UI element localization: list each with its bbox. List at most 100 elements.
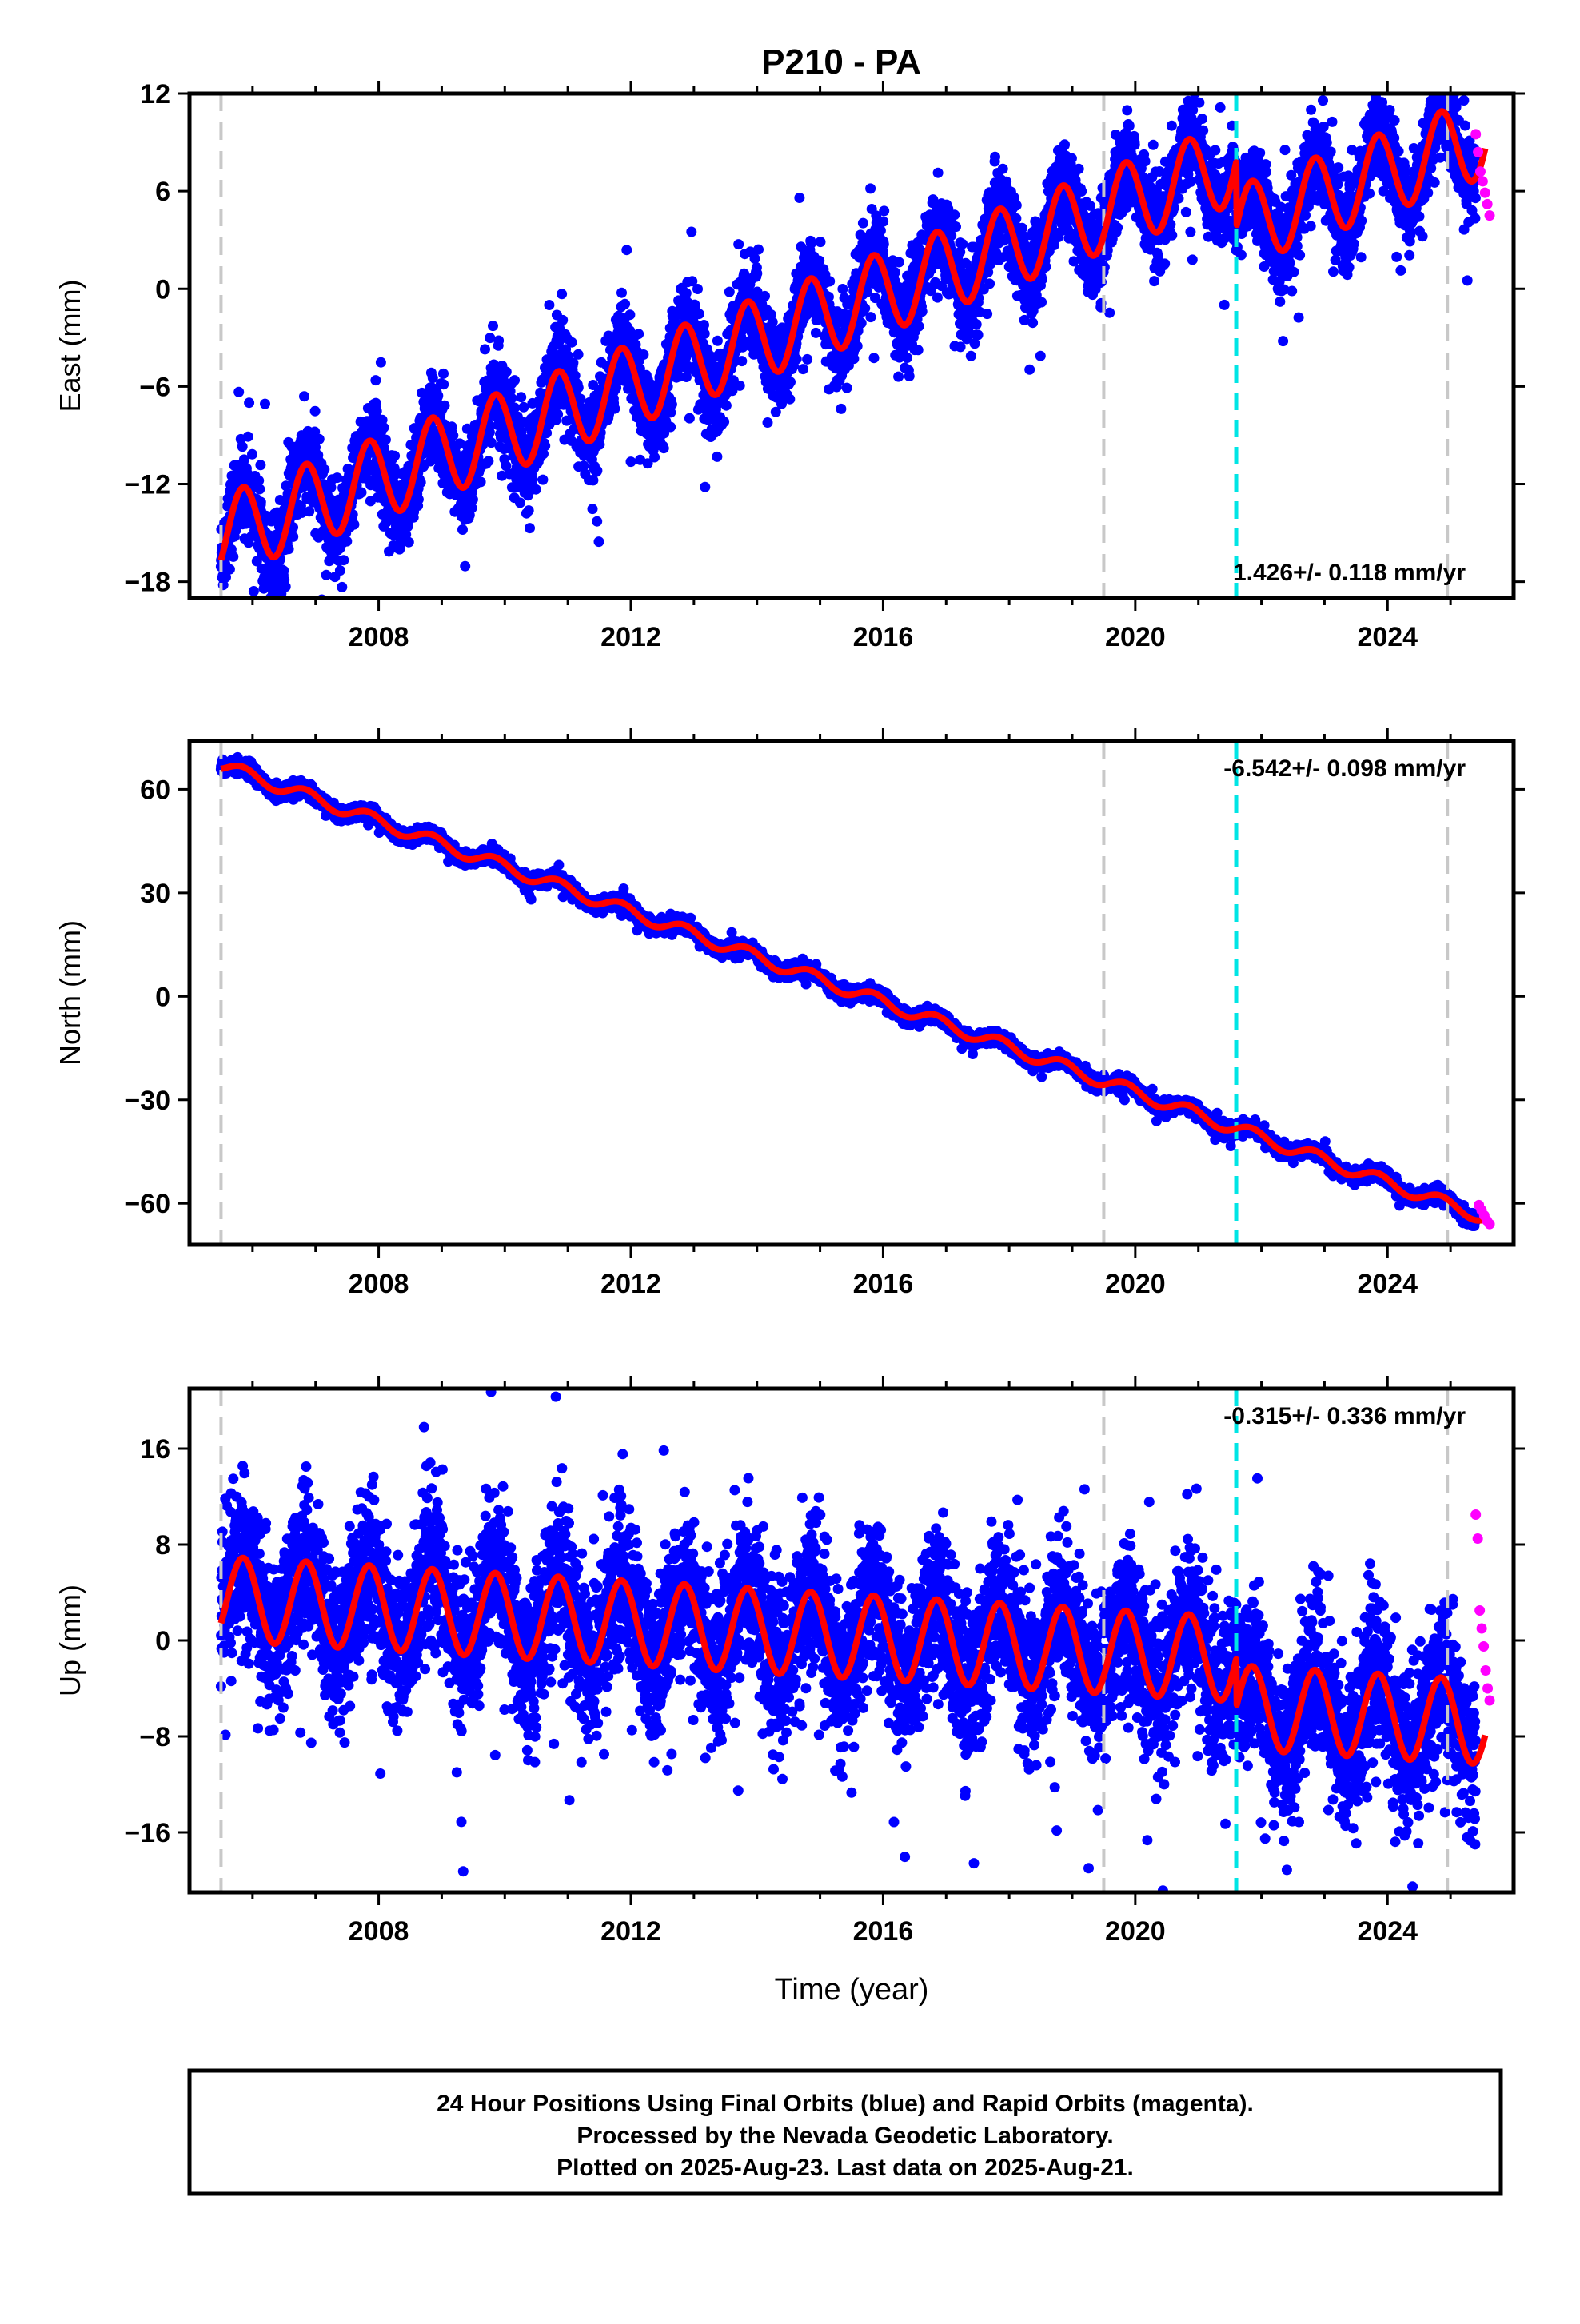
data-point <box>509 402 521 413</box>
data-point <box>337 581 348 592</box>
data-point <box>592 516 603 527</box>
data-point <box>448 430 459 441</box>
data-point <box>523 505 534 516</box>
data-point <box>288 531 299 542</box>
data-point <box>734 380 745 391</box>
data-point <box>712 335 723 346</box>
data-point <box>982 309 993 320</box>
data-point <box>488 321 498 332</box>
data-point <box>438 379 449 390</box>
data-point <box>878 239 889 249</box>
data-point <box>868 353 880 364</box>
data-point <box>517 416 529 427</box>
figure-title: P210 - PA <box>761 42 921 82</box>
data-point <box>378 422 389 433</box>
data-point <box>625 456 636 468</box>
data-point <box>313 433 325 444</box>
data-point <box>841 382 852 393</box>
final-orbit-points-east <box>215 94 1482 642</box>
data-point <box>749 253 760 264</box>
data-point <box>785 377 796 388</box>
data-point <box>438 368 449 379</box>
data-point <box>609 403 620 414</box>
data-point <box>837 284 848 294</box>
data-point <box>815 237 826 248</box>
data-point <box>228 551 239 562</box>
data-point <box>878 216 889 227</box>
data-point <box>501 366 512 377</box>
data-point <box>288 522 298 533</box>
data-point <box>389 450 401 461</box>
data-point <box>509 375 520 386</box>
data-point <box>805 237 816 249</box>
data-point <box>856 317 867 329</box>
data-point <box>724 286 735 297</box>
data-point <box>836 403 847 414</box>
data-point <box>949 209 960 221</box>
data-point <box>957 238 968 249</box>
data-point <box>904 371 915 381</box>
data-point <box>965 350 976 361</box>
data-point <box>334 565 345 576</box>
data-point <box>893 371 904 382</box>
data-point <box>525 523 535 534</box>
data-point <box>540 440 551 452</box>
data-point <box>665 421 676 433</box>
data-point <box>278 565 289 576</box>
data-point <box>356 487 367 498</box>
data-point <box>514 497 525 508</box>
data-point <box>1011 200 1022 211</box>
data-point <box>824 276 836 287</box>
data-point <box>893 257 904 268</box>
data-point <box>573 349 584 360</box>
data-point <box>557 314 569 325</box>
data-point <box>538 448 549 460</box>
data-point <box>475 476 486 488</box>
data-point <box>791 353 802 365</box>
data-point <box>984 278 995 289</box>
data-point <box>972 329 984 341</box>
data-point <box>247 448 257 460</box>
data-point <box>466 503 477 513</box>
data-point <box>666 399 677 410</box>
data-point <box>658 443 669 454</box>
data-point <box>460 560 471 572</box>
data-point <box>334 612 345 623</box>
data-point <box>309 405 321 417</box>
data-point <box>616 287 627 298</box>
data-point <box>446 421 457 433</box>
data-point <box>527 474 538 485</box>
data-point <box>242 431 253 442</box>
data-point <box>485 437 497 448</box>
data-point <box>244 397 255 409</box>
data-point <box>1073 163 1084 174</box>
data-point <box>720 400 732 411</box>
data-point <box>624 309 636 321</box>
data-point <box>592 465 603 476</box>
data-point <box>544 300 555 310</box>
data-point <box>457 524 468 535</box>
data-point <box>304 506 315 517</box>
data-point <box>260 632 270 642</box>
data-point <box>254 484 265 495</box>
data-point <box>752 268 763 279</box>
data-point <box>971 319 982 330</box>
data-point <box>802 353 813 365</box>
data-point <box>1037 273 1047 285</box>
data-point <box>875 225 886 236</box>
data-point <box>1035 350 1046 361</box>
data-point <box>224 564 235 575</box>
data-point <box>310 442 321 453</box>
data-point <box>1059 139 1070 150</box>
data-point <box>485 333 496 344</box>
data-point <box>1036 297 1047 308</box>
data-point <box>413 494 424 505</box>
data-point <box>415 477 426 488</box>
data-point <box>427 373 438 384</box>
data-point <box>493 335 505 346</box>
data-point <box>990 151 1000 162</box>
data-point <box>638 349 649 360</box>
